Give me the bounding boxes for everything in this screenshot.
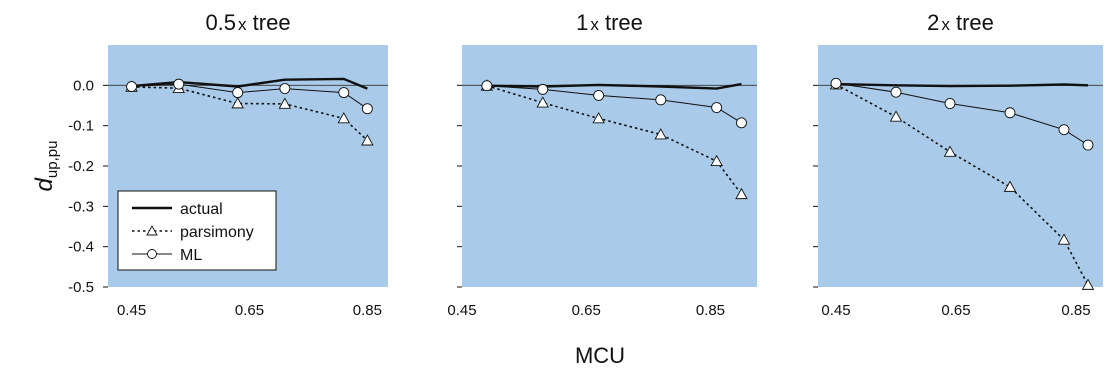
data-point-parsimony [592,111,605,124]
panel-title-main: 2 [927,10,939,35]
data-point-parsimony [889,110,903,122]
x-tick-label: 0.45 [447,302,476,319]
x-tick-label: 0.45 [117,302,146,319]
panels-layer: 0.0 -0.1 -0.2 -0.3 -0.4 -0.5 0.45 0.65 0.85 0.5 x … [68,10,1103,319]
y-tick-label: -0.5 [68,279,94,296]
data-point-ml [593,89,605,101]
plot-background [818,45,1103,287]
data-point-ml [655,94,667,106]
data-point-ml [537,83,549,95]
y-tick-label: -0.4 [68,239,94,256]
y-tick-label: -0.3 [68,198,94,215]
legend-marker-ml [147,249,157,259]
data-point-ml [711,102,723,113]
series-line-actual [835,82,1089,88]
panel-title-rest: tree [950,10,994,35]
y-axis-title-main: d [31,177,58,191]
data-point-ml [1058,124,1070,136]
x-tick-label: 0.85 [353,302,382,319]
data-point-ml [126,81,138,92]
x-tick-label: 0.85 [696,302,725,319]
y-axis-title: dup,pu [31,141,61,192]
data-point-parsimony [1057,233,1071,245]
series-line-actual [131,77,368,90]
x-tick-label: 0.65 [941,302,970,319]
legend-label-ML: ML [180,247,202,264]
data-point-ml [338,87,350,99]
legend-marker-parsimony [146,225,158,236]
data-point-parsimony [1003,180,1017,192]
data-point-parsimony [278,97,292,109]
data-point-parsimony [710,154,723,167]
data-point-parsimony [361,134,374,146]
panel-title-small: x [238,15,247,34]
data-point-ml [481,80,493,92]
panel-title-main: 1 [576,10,588,35]
data-point-parsimony [337,111,351,124]
y-tick-label: -0.2 [68,158,94,175]
x-tick-label: 0.85 [1061,302,1090,319]
data-point-ml [279,83,291,95]
series-line-parsimony [835,83,1089,286]
data-point-ml [361,103,373,115]
panel-title-main: 0.5 [205,10,236,35]
data-point-ml [736,117,747,129]
data-point-ml [830,77,842,89]
panel-title-small: x [941,15,950,34]
x-axis-title: MCU [575,343,625,368]
legend-label-actual: actual [180,201,223,218]
data-point-ml [232,87,244,99]
data-point-ml [1004,107,1016,119]
data-point-ml [944,98,956,109]
legend: actual parsimony ML [117,190,277,271]
data-point-ml [890,86,902,98]
data-point-parsimony [1081,278,1095,290]
data-point-parsimony [536,96,550,108]
x-tick-label: 0.65 [572,302,601,319]
panel-title-small: x [590,15,599,34]
x-tick-label: 0.65 [235,302,264,319]
legend-label-parsimony: parsimony [180,224,254,241]
panel-title-rest: tree [599,10,643,35]
legend-layer: actual parsimony ML [117,190,277,271]
panel-title: 0.5 x tree [205,10,290,35]
data-point-parsimony [654,128,668,140]
panel-2: 0.45 0.65 0.85 1 x tree [447,10,757,319]
y-axis-title-sub: up,pu [44,141,61,179]
panel-1: 0.0 -0.1 -0.2 -0.3 -0.4 -0.5 0.45 0.65 0.85 0.5 x … [68,10,388,319]
x-tick-label: 0.45 [821,302,850,319]
panel-title-rest: tree [247,10,291,35]
data-point-parsimony [943,145,957,157]
axis-layer: dup,pu MCU [31,141,625,368]
data-point-ml [173,78,185,90]
series-line-actual [486,82,742,90]
panel-3: 0.45 0.65 0.85 2 x tree [813,10,1103,319]
series-line-parsimony [486,84,743,195]
data-point-parsimony [231,97,244,109]
y-tick-label: 0.0 [73,77,94,94]
data-point-parsimony [735,187,748,200]
y-tick-label: -0.1 [68,118,94,135]
data-point-ml [1082,139,1094,151]
